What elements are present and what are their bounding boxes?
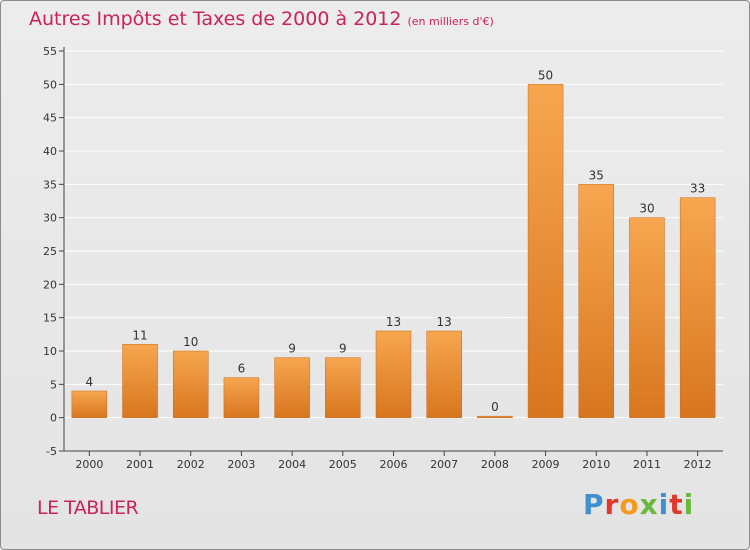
chart-title: Autres Impôts et Taxes de 2000 à 2012 [29, 8, 402, 30]
bar [71, 390, 108, 418]
x-tick-label: 2006 [380, 458, 408, 471]
data-label: 30 [639, 202, 654, 216]
data-label: 9 [288, 342, 296, 356]
data-label: 10 [183, 335, 198, 349]
y-tick-label: 25 [43, 245, 57, 258]
y-tick-label: 5 [50, 378, 57, 391]
brand-letter: i [683, 488, 695, 521]
x-tick-label: 2010 [582, 458, 610, 471]
bar [223, 377, 260, 418]
bar [426, 330, 462, 418]
y-tick-label: 15 [43, 312, 57, 325]
data-label: 9 [339, 342, 347, 356]
x-tick-label: 2003 [227, 458, 255, 471]
bar [527, 84, 564, 418]
x-tick-label: 2002 [177, 458, 205, 471]
data-label: 4 [86, 375, 94, 389]
title-row: Autres Impôts et Taxes de 2000 à 2012 (en… [29, 8, 494, 30]
data-label: 35 [589, 168, 604, 182]
bar [679, 197, 716, 418]
y-tick-label: 0 [50, 412, 57, 425]
bar [629, 217, 665, 418]
brand-letter: i [658, 488, 670, 521]
y-tick-label: 10 [43, 345, 57, 358]
axes [59, 47, 723, 456]
data-label: 11 [132, 328, 147, 342]
labels: -5 0 5 10 15 20 25 30 35 40 45 50 55 4 2000 11 2001 10 200… [43, 45, 712, 471]
x-tick-label: 2000 [75, 458, 103, 471]
bar [274, 357, 310, 418]
chart-unit: (en milliers d'€) [407, 15, 494, 28]
x-tick-label: 2009 [532, 458, 560, 471]
x-tick-label: 2001 [126, 458, 154, 471]
data-label: 0 [491, 400, 499, 414]
data-label: 50 [538, 68, 553, 82]
x-tick-label: 2007 [430, 458, 458, 471]
y-tick-label: 35 [43, 178, 57, 191]
x-tick-label: 2008 [481, 458, 509, 471]
bars [71, 84, 716, 418]
bar [477, 415, 513, 418]
x-tick-label: 2004 [278, 458, 306, 471]
bar [122, 344, 158, 418]
data-label: 33 [690, 182, 705, 196]
brand-letter: P [583, 488, 605, 521]
x-tick-label: 2005 [329, 458, 357, 471]
brand-letter: r [604, 488, 620, 521]
y-tick-label: 45 [43, 112, 57, 125]
y-tick-label: 30 [43, 212, 57, 225]
brand-letter: t [669, 488, 684, 521]
bar [172, 350, 209, 418]
data-label: 6 [238, 362, 246, 376]
commune-name: LE TABLIER [37, 497, 139, 519]
y-tick-label: -5 [46, 445, 57, 458]
bar [578, 184, 615, 418]
brand-letter: x [639, 488, 659, 521]
data-label: 13 [437, 315, 452, 329]
bar [375, 330, 412, 418]
y-tick-label: 20 [43, 278, 57, 291]
proxiti-logo: Proxiti [583, 488, 694, 521]
y-tick-label: 40 [43, 145, 57, 158]
x-tick-label: 2012 [684, 458, 712, 471]
bar [325, 357, 361, 418]
brand-letter: o [619, 488, 640, 521]
x-tick-label: 2011 [633, 458, 661, 471]
y-tick-label: 55 [43, 45, 57, 58]
data-label: 13 [386, 315, 401, 329]
y-tick-label: 50 [43, 78, 57, 91]
